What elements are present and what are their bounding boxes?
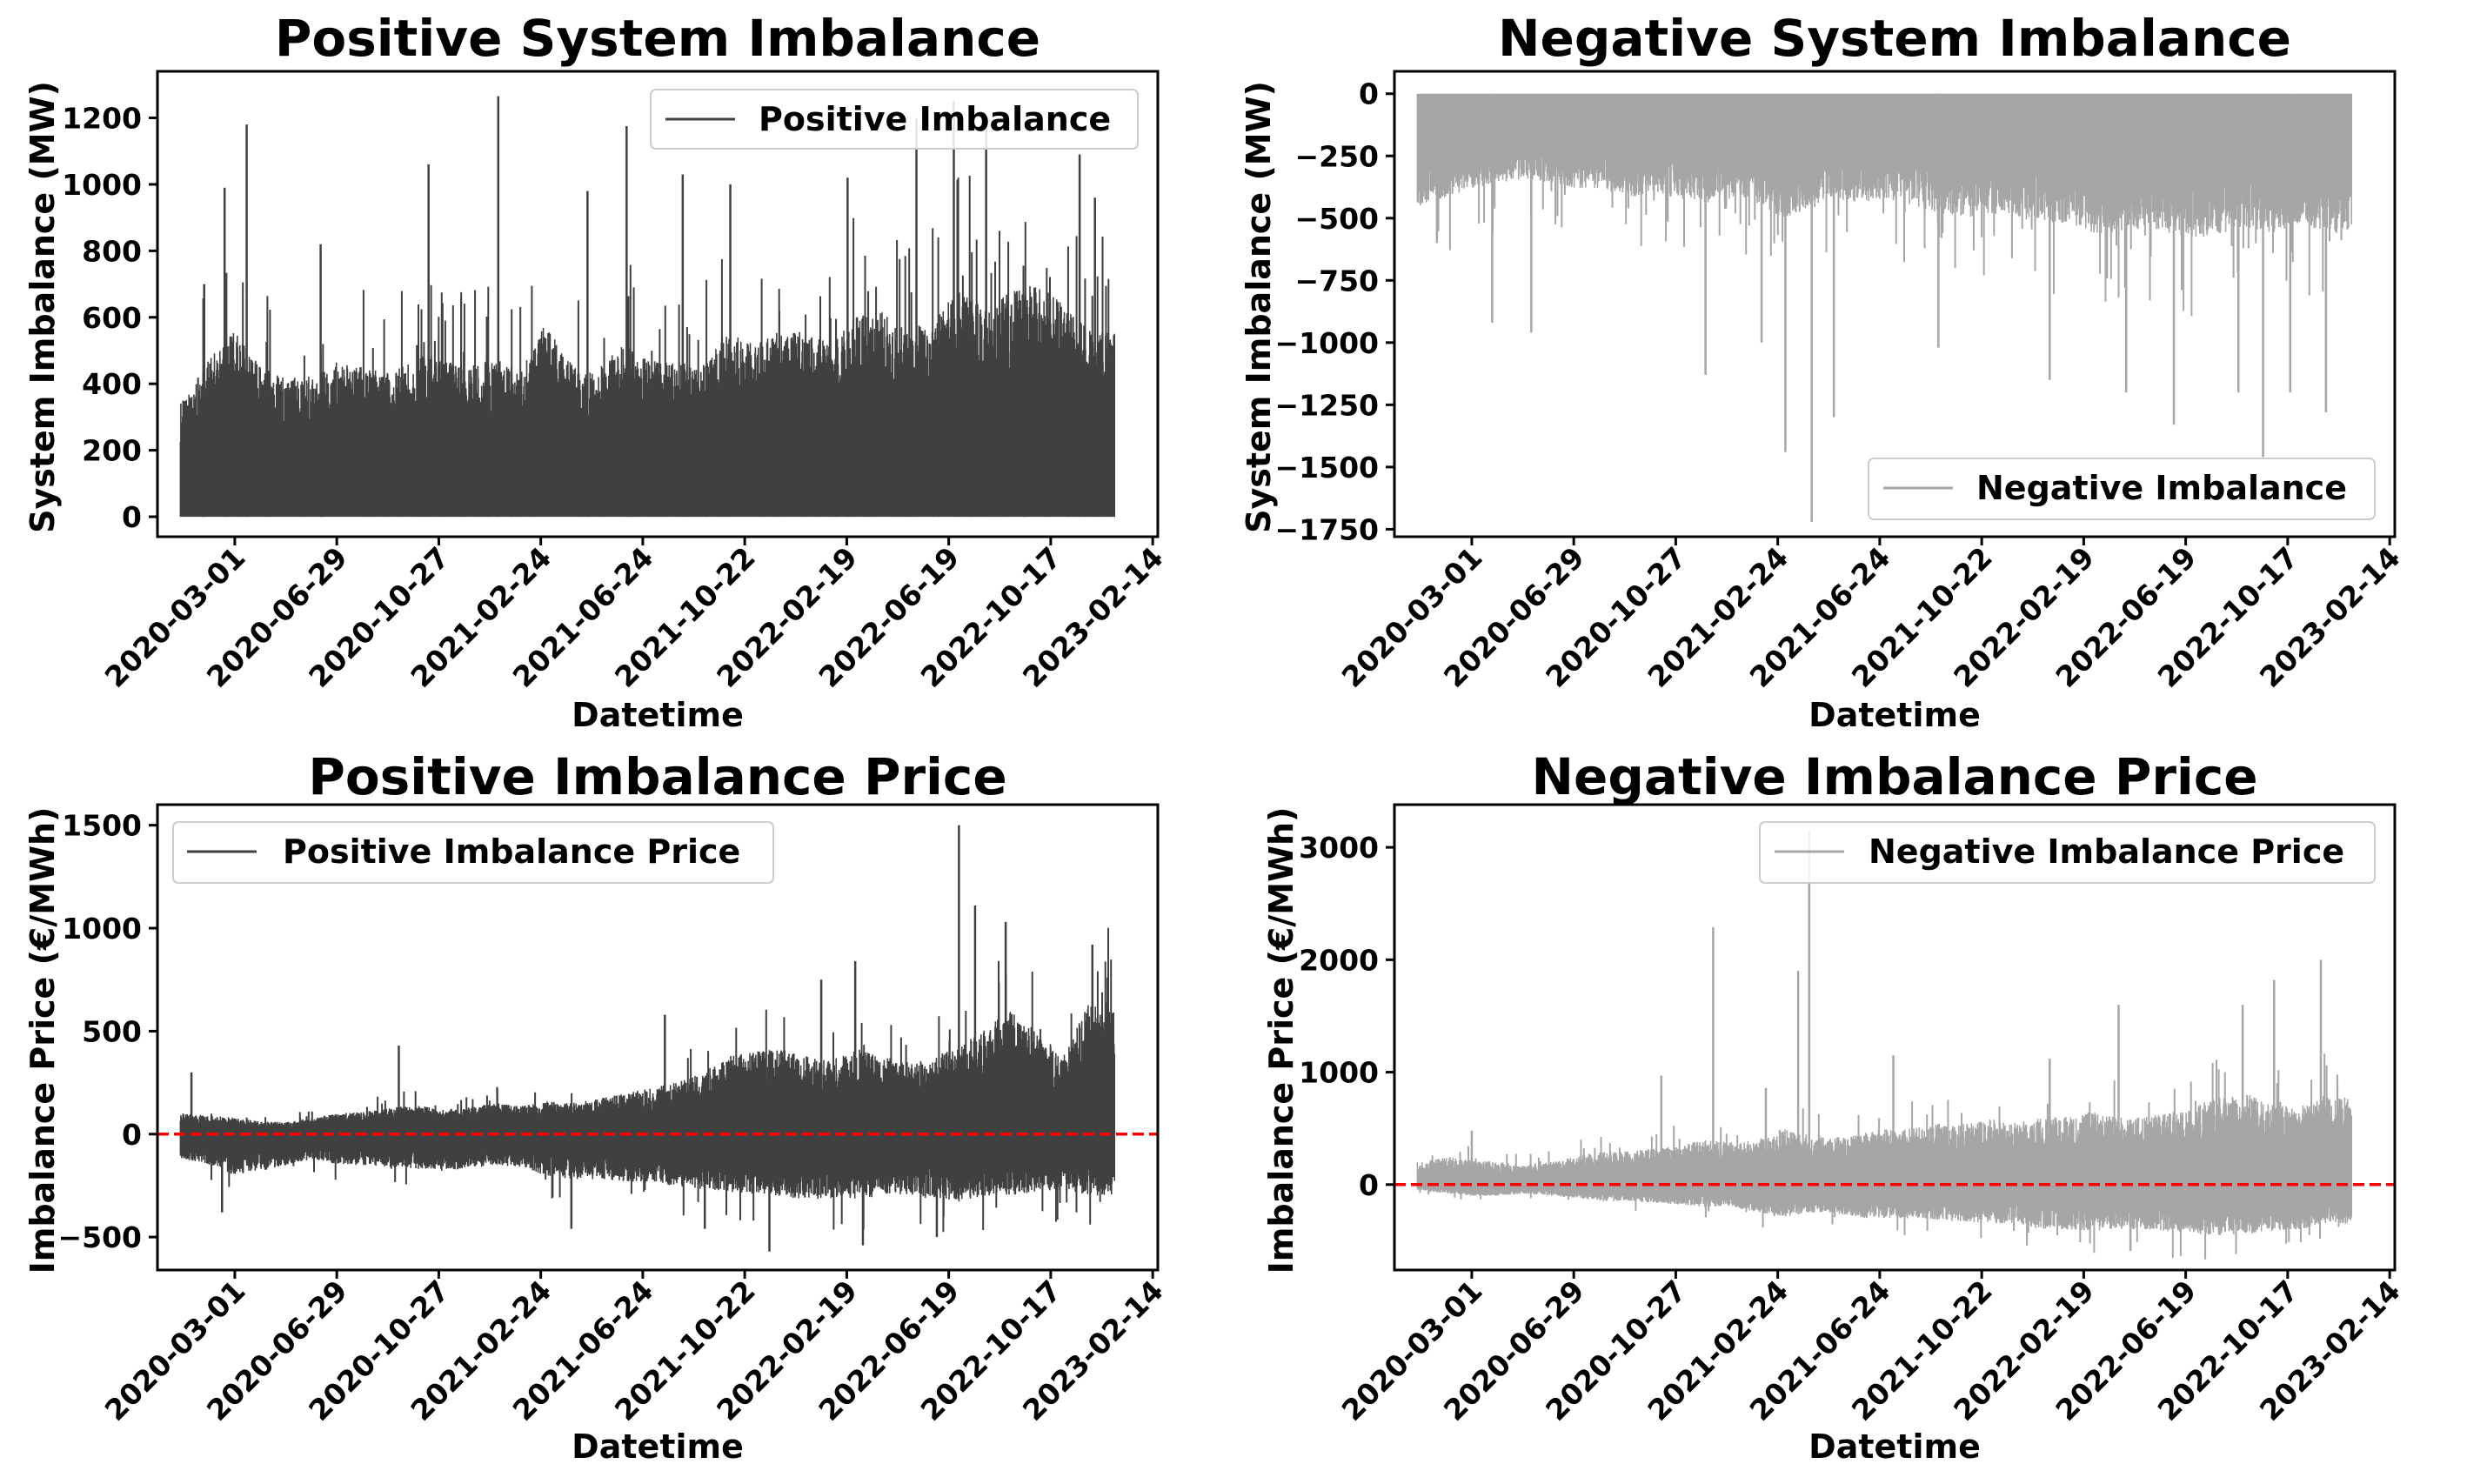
legend: Negative Imbalance (1868, 458, 2376, 520)
series-envelope (179, 286, 1115, 518)
y-tick-label: 1200 (62, 102, 142, 136)
y-ticks: 0 1000 2000 3000 (1299, 831, 1394, 1202)
plot-frame (156, 803, 1160, 1272)
x-axis-label: Datetime (1808, 696, 1981, 734)
legend: Negative Imbalance Price (1759, 821, 2376, 884)
x-axis-label: Datetime (572, 696, 744, 734)
y-tick-label: 1000 (62, 168, 142, 202)
y-tick-label: 0 (1359, 77, 1379, 111)
y-tick-label: −1000 (1275, 326, 1380, 360)
chart-title: Positive System Imbalance (275, 9, 1040, 68)
series-layer (1416, 830, 2352, 1260)
legend-label: Negative Imbalance (1976, 469, 2347, 507)
y-tick-label: 0 (122, 500, 142, 534)
y-ticks: −500 0 500 1000 1500 (57, 809, 157, 1254)
series-minor-spikes (1419, 1053, 2340, 1260)
y-axis-label: System Imbalance (MW) (1240, 81, 1278, 533)
x-axis-label: Datetime (572, 1427, 744, 1466)
series-negative-imbalance-price (1416, 830, 2352, 1260)
y-ticks: 0 −250 −500 −750 −1000 −1250 −1500 −1750 (1275, 77, 1394, 546)
y-tick-label: 800 (82, 234, 142, 268)
y-tick-label: 2000 (1299, 943, 1379, 977)
legend: Positive Imbalance (650, 89, 1139, 150)
plot-frame (1393, 70, 2397, 538)
y-tick-label: 500 (82, 1014, 142, 1048)
plot-frame (156, 70, 1160, 538)
y-tick-label: −1500 (1275, 451, 1380, 485)
y-tick-label: −500 (57, 1220, 142, 1254)
series-layer (1416, 93, 2352, 522)
series-minor-spikes (1437, 93, 2343, 317)
x-axis-label: Datetime (1808, 1427, 1981, 1466)
legend-box (1868, 458, 2376, 520)
y-tick-label: 0 (122, 1118, 142, 1152)
chart-title: Negative Imbalance Price (1531, 747, 2257, 806)
y-tick-label: 1500 (62, 809, 142, 843)
series-envelope (1416, 1094, 2352, 1235)
y-tick-label: −250 (1294, 139, 1379, 173)
y-tick-label: 1000 (62, 912, 142, 946)
y-tick-label: −750 (1294, 264, 1379, 297)
y-tick-label: −1250 (1275, 388, 1380, 422)
y-tick-label: 0 (1359, 1168, 1379, 1202)
series-layer (179, 96, 1115, 518)
chart-title: Positive Imbalance Price (308, 747, 1006, 806)
series-positive-imbalance-price (179, 825, 1115, 1252)
series-layer (179, 825, 1115, 1252)
y-axis-label: Imbalance Price (€/MWh) (23, 807, 62, 1274)
y-tick-label: 1000 (1299, 1056, 1379, 1090)
legend-label: Positive Imbalance Price (283, 832, 740, 871)
legend-box (650, 89, 1139, 150)
chart-title: Negative System Imbalance (1498, 9, 2291, 68)
legend-label: Negative Imbalance Price (1869, 832, 2344, 871)
y-tick-label: −500 (1294, 202, 1379, 236)
legend-label: Positive Imbalance (759, 100, 1111, 138)
y-tick-label: 3000 (1299, 831, 1379, 865)
y-tick-label: 200 (82, 434, 142, 468)
y-tick-label: 600 (82, 301, 142, 335)
y-tick-label: −1750 (1275, 512, 1380, 546)
series-positive-imbalance (179, 96, 1115, 518)
legend-box (172, 821, 774, 884)
series-minor-spikes (202, 175, 1110, 518)
legend-box (1759, 821, 2376, 884)
y-ticks: 0 200 400 600 800 1000 1200 (62, 102, 157, 534)
plot-frame (1393, 803, 2397, 1272)
legend: Positive Imbalance Price (172, 821, 774, 884)
series-negative-imbalance (1416, 93, 2352, 522)
y-tick-label: 400 (82, 367, 142, 401)
y-axis-label: Imbalance Price (€/MWh) (1262, 807, 1300, 1274)
y-axis-label: System Imbalance (MW) (23, 81, 62, 533)
